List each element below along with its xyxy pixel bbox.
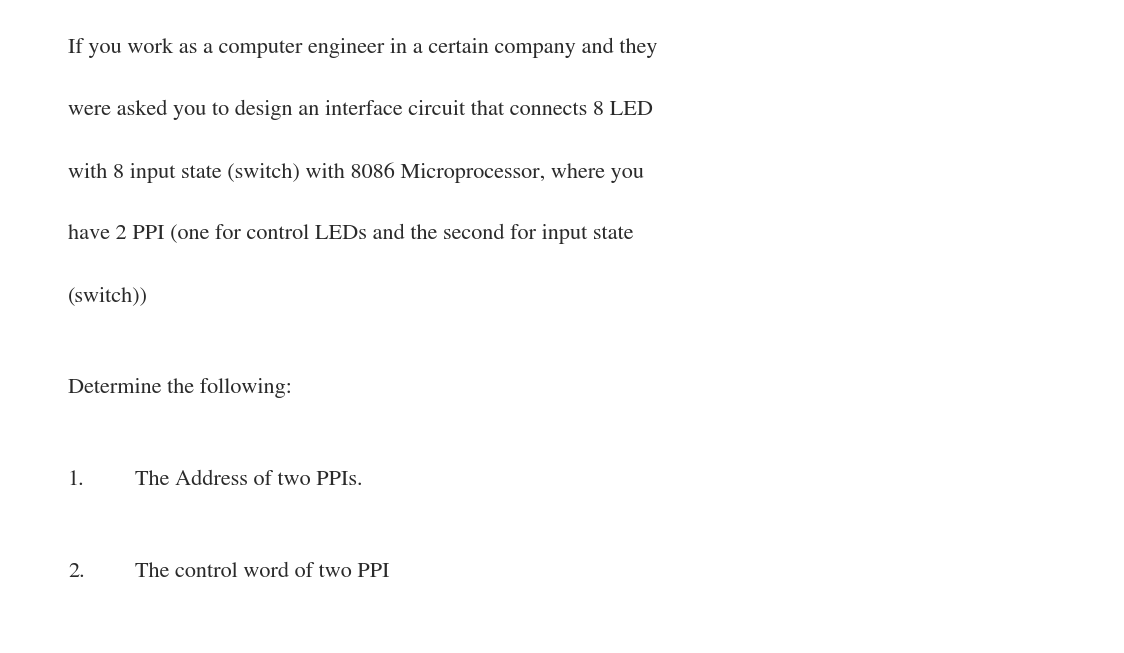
- Text: 2.: 2.: [67, 562, 84, 582]
- Text: 1.: 1.: [67, 470, 84, 490]
- Text: Determine the following:: Determine the following:: [67, 378, 292, 398]
- Text: have 2 PPI (one for control LEDs and the second for input state: have 2 PPI (one for control LEDs and the…: [67, 224, 634, 244]
- Text: The control word of two PPI: The control word of two PPI: [135, 562, 390, 582]
- Text: If you work as a computer engineer in a certain company and they: If you work as a computer engineer in a …: [67, 38, 658, 58]
- Text: with 8 input state (switch) with 8086 Microprocessor, where you: with 8 input state (switch) with 8086 Mi…: [67, 162, 644, 183]
- Text: (switch)): (switch)): [67, 286, 148, 306]
- Text: were asked you to design an interface circuit that connects 8 LED: were asked you to design an interface ci…: [67, 100, 653, 120]
- Text: The Address of two PPIs.: The Address of two PPIs.: [135, 470, 363, 490]
